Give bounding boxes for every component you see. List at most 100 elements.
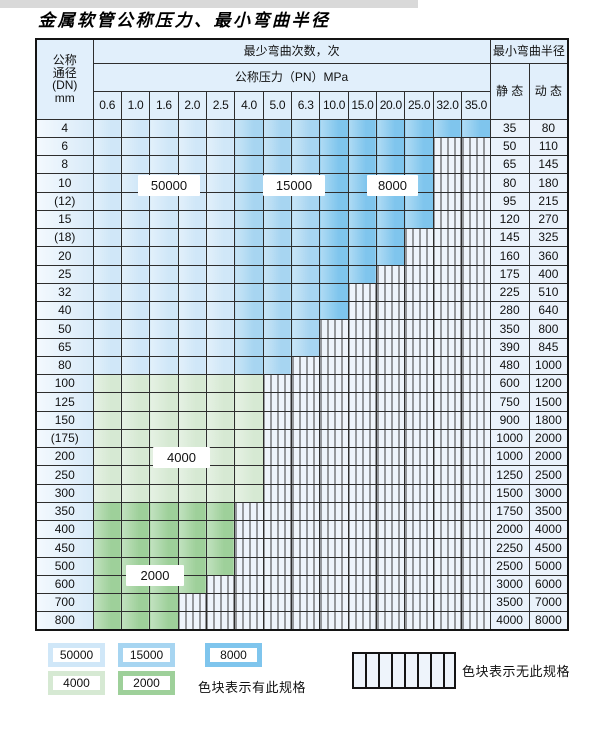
header-pressure-value: 4.0 — [234, 90, 264, 120]
no-spec-cell — [432, 191, 463, 211]
no-spec-cell — [432, 556, 463, 576]
no-spec-cell — [461, 337, 491, 357]
dn-cell: 600 — [35, 574, 94, 595]
spec-cell — [291, 118, 321, 138]
no-spec-cell — [376, 465, 406, 485]
spec-cell — [291, 246, 321, 266]
static-value-cell: 225 — [489, 282, 530, 303]
dynamic-value-cell: 1000 — [528, 355, 569, 376]
dn-cell: 15 — [35, 209, 94, 230]
spec-cell — [177, 136, 207, 157]
no-spec-cell — [347, 574, 378, 595]
no-spec-cell — [234, 538, 264, 558]
no-spec-cell — [319, 592, 349, 613]
spec-cell — [262, 227, 293, 248]
spec-cell — [177, 483, 207, 503]
spec-cell — [205, 246, 236, 266]
spec-cell — [376, 227, 406, 248]
spec-cell — [120, 300, 151, 321]
spec-cell — [291, 136, 321, 157]
dynamic-value-cell: 325 — [528, 227, 569, 248]
spec-cell — [92, 446, 122, 467]
no-spec-cell — [461, 428, 491, 449]
spec-cell — [376, 154, 406, 175]
spec-cell — [120, 446, 151, 467]
dn-cell: 50 — [35, 319, 94, 339]
no-spec-cell — [432, 300, 463, 321]
no-spec-cell — [432, 574, 463, 595]
static-value-cell: 95 — [489, 191, 530, 211]
spec-cell — [205, 319, 236, 339]
table-row: (175) 1000 2000 — [35, 428, 569, 449]
no-spec-cell — [432, 282, 463, 303]
no-spec-cell — [376, 392, 406, 412]
no-spec-cell — [376, 373, 406, 394]
spec-cell — [92, 355, 122, 376]
no-spec-cell — [376, 556, 406, 576]
cycle-label-15000: 15000 — [263, 175, 325, 196]
spec-cell — [120, 337, 151, 357]
no-spec-cell — [461, 465, 491, 485]
spec-cell — [234, 264, 264, 284]
no-spec-cell — [432, 355, 463, 376]
no-spec-cell — [404, 556, 434, 576]
legend-note-no-spec: 色块表示无此规格 — [462, 664, 571, 679]
spec-cell — [234, 118, 264, 138]
spec-table: 公称 通径 (DN) mm 最少弯曲次数，次 最小弯曲半径 公称压力（PN）MP… — [35, 38, 570, 631]
spec-cell — [120, 154, 151, 175]
header-dn-line: 公称 — [52, 53, 77, 68]
spec-cell — [177, 209, 207, 230]
static-value-cell: 50 — [489, 136, 530, 157]
no-spec-cell — [262, 611, 293, 631]
no-spec-cell — [291, 373, 321, 394]
no-spec-cell — [432, 264, 463, 284]
spec-cell — [120, 191, 151, 211]
dynamic-value-cell: 800 — [528, 319, 569, 339]
spec-cell — [319, 282, 349, 303]
spec-cell — [404, 136, 434, 157]
spec-cell — [149, 410, 179, 430]
scan-artifact-strip — [0, 0, 418, 8]
no-spec-cell — [432, 592, 463, 613]
table-row: 450 2250 4500 — [35, 538, 569, 558]
spec-cell — [92, 501, 122, 522]
spec-cell — [92, 574, 122, 595]
static-value-cell: 750 — [489, 392, 530, 412]
dynamic-value-cell: 2500 — [528, 465, 569, 485]
no-spec-cell — [461, 319, 491, 339]
no-spec-cell — [432, 446, 463, 467]
no-spec-cell — [461, 373, 491, 394]
dn-cell: 450 — [35, 538, 94, 558]
cycle-label-50000: 50000 — [138, 175, 200, 196]
table-row: 300 1500 3000 — [35, 483, 569, 503]
spec-cell — [92, 465, 122, 485]
no-spec-cell — [347, 556, 378, 576]
no-spec-cell — [262, 592, 293, 613]
no-spec-cell — [376, 355, 406, 376]
no-spec-cell — [347, 483, 378, 503]
table-row: 50 350 800 — [35, 319, 569, 339]
no-spec-cell — [461, 227, 491, 248]
dynamic-value-cell: 510 — [528, 282, 569, 303]
no-spec-cell — [404, 574, 434, 595]
spec-cell — [92, 373, 122, 394]
dn-cell: (12) — [35, 191, 94, 211]
spec-cell — [177, 154, 207, 175]
spec-cell — [234, 300, 264, 321]
spec-cell — [92, 538, 122, 558]
spec-cell — [205, 209, 236, 230]
spec-cell — [120, 483, 151, 503]
no-spec-cell — [376, 519, 406, 540]
spec-cell — [347, 246, 378, 266]
no-spec-cell — [461, 392, 491, 412]
spec-cell — [205, 556, 236, 576]
no-spec-cell — [461, 209, 491, 230]
no-spec-cell — [262, 465, 293, 485]
no-spec-cell — [432, 246, 463, 266]
no-spec-cell — [432, 428, 463, 449]
header-row-1: 公称 通径 (DN) mm 最少弯曲次数，次 最小弯曲半径 — [35, 38, 569, 120]
cycle-label-2000: 2000 — [126, 565, 184, 586]
no-spec-cell — [461, 173, 491, 193]
spec-cell — [120, 465, 151, 485]
spec-cell — [234, 227, 264, 248]
